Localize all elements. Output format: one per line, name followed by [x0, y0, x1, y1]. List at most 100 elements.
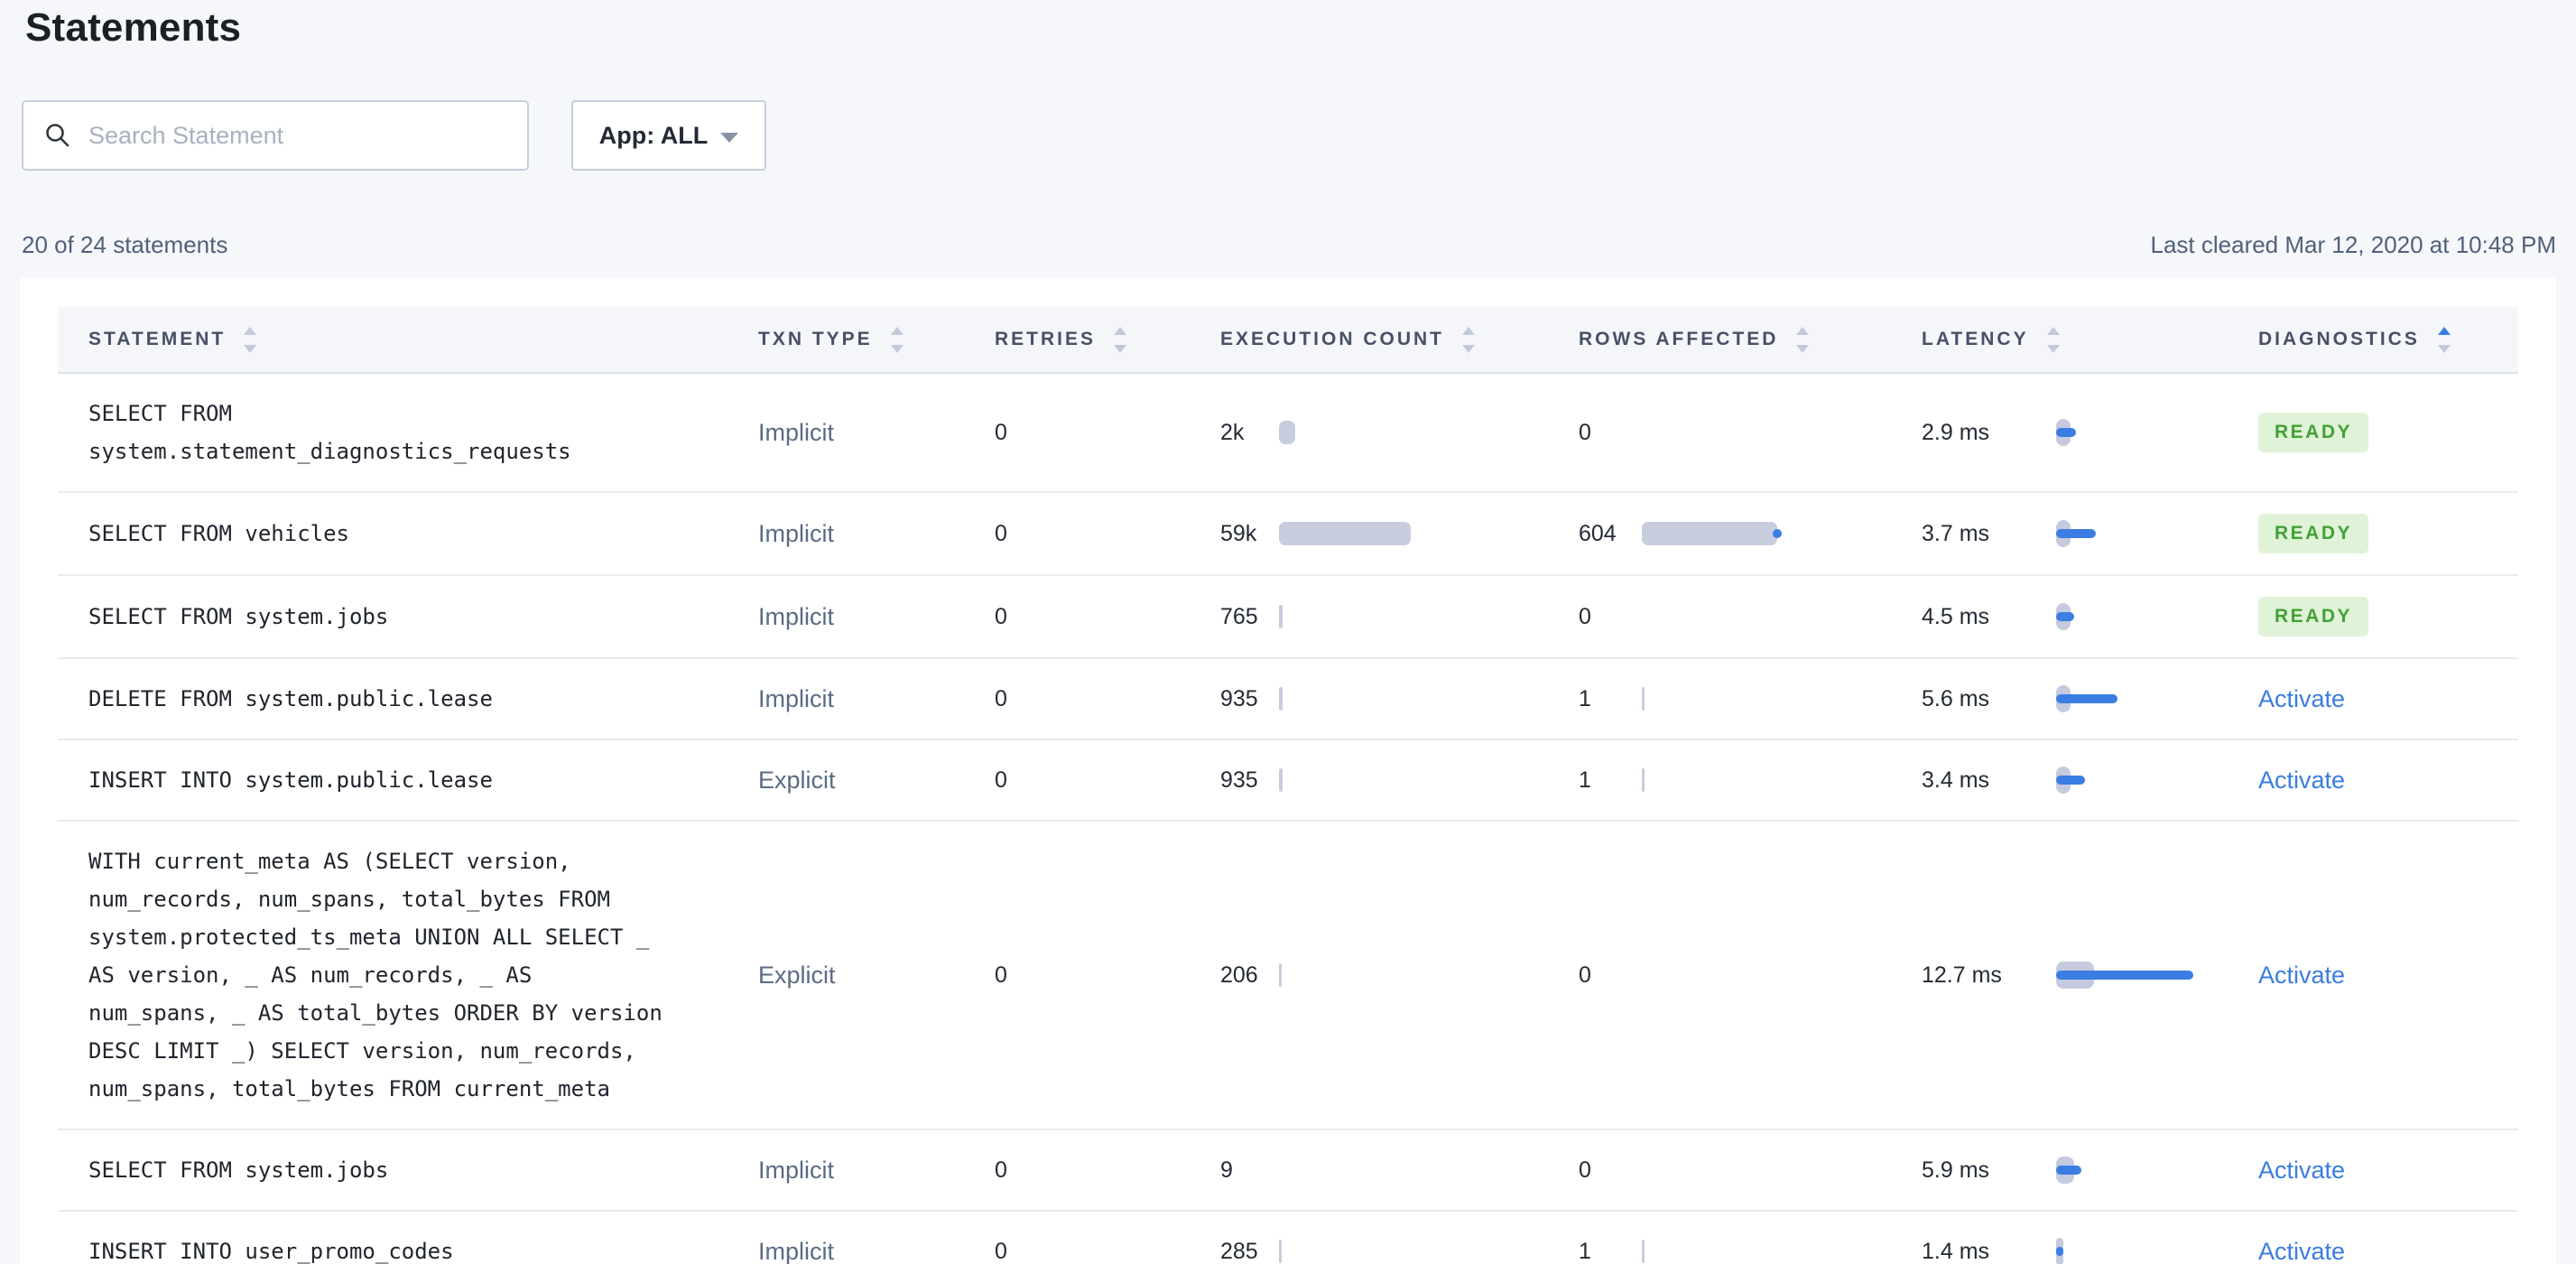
execution-count-value: 206	[1220, 962, 1258, 988]
execution-count-value: 935	[1220, 685, 1258, 711]
latency-mean-bar	[2056, 428, 2076, 437]
rows-affected-value: 0	[1579, 419, 1591, 445]
diagnostics-activate-link[interactable]: Activate	[2258, 1237, 2346, 1264]
table-row: INSERT INTO system.public.lease Explicit…	[58, 740, 2518, 822]
column-header-statement[interactable]: Statement	[58, 326, 758, 353]
sort-asc-icon	[890, 326, 903, 335]
rows-affected-bar-area	[1642, 762, 1922, 798]
retries-cell: 0	[995, 686, 1220, 712]
txn-type-value: Implicit	[758, 1156, 835, 1184]
latency-mean-bar	[2056, 694, 2117, 703]
column-label: Execution Count	[1220, 329, 1445, 349]
table-row: WITH current_meta AS (SELECT version, nu…	[58, 822, 2518, 1130]
execution-count-bar	[1279, 963, 1282, 987]
retries-value: 0	[995, 962, 1007, 988]
sort-asc-icon	[1796, 326, 1810, 335]
table-row: SELECT FROM system.statement_diagnostics…	[58, 374, 2518, 493]
execution-count-bar	[1279, 522, 1411, 545]
execution-count-bar	[1279, 687, 1283, 711]
latency-bar-area	[2056, 762, 2247, 798]
retries-value: 0	[995, 1238, 1007, 1264]
diagnostics-cell: Activate	[2247, 685, 2518, 713]
column-header-rows_affected[interactable]: Rows Affected	[1579, 326, 1922, 353]
table-header-row: Statement Txn Type Retries Execution Cou…	[58, 307, 2518, 374]
rows-affected-bar-area	[1642, 516, 1922, 552]
latency-value: 12.7 ms	[1922, 962, 2002, 988]
sort-asc-icon	[1114, 326, 1127, 335]
txn-type-value: Explicit	[758, 766, 836, 794]
rows-affected-stddev-dot	[1773, 529, 1782, 538]
latency-value: 4.5 ms	[1922, 603, 1990, 629]
sort-arrows-icon[interactable]	[2437, 326, 2451, 353]
column-header-txn_type[interactable]: Txn Type	[758, 326, 995, 353]
diagnostics-activate-link[interactable]: Activate	[2258, 766, 2346, 794]
chevron-down-icon	[720, 132, 739, 143]
statements-table-panel: Statement Txn Type Retries Execution Cou…	[20, 278, 2556, 1264]
txn-type-cell: Explicit	[758, 767, 995, 795]
diagnostics-cell: Activate	[2247, 1157, 2518, 1185]
statement-link[interactable]: WITH current_meta AS (SELECT version, nu…	[88, 849, 663, 1101]
execution-count-bar-area	[1279, 681, 1579, 717]
diagnostics-ready-badge[interactable]: READY	[2258, 514, 2369, 553]
diagnostics-ready-badge[interactable]: READY	[2258, 597, 2369, 637]
diagnostics-activate-link[interactable]: Activate	[2258, 961, 2346, 989]
column-label: Rows Affected	[1579, 329, 1779, 349]
statement-link[interactable]: SELECT FROM system.jobs	[88, 604, 389, 629]
retries-value: 0	[995, 767, 1007, 793]
txn-type-cell: Implicit	[758, 603, 995, 631]
rows-affected-bar-area	[1642, 599, 1922, 635]
statement-link[interactable]: INSERT INTO user_promo_codes	[88, 1239, 454, 1264]
diagnostics-ready-badge[interactable]: READY	[2258, 413, 2369, 452]
statement-cell: INSERT INTO user_promo_codes	[58, 1232, 758, 1264]
execution-count-cell: 935	[1220, 762, 1579, 798]
execution-count-cell: 9	[1220, 1152, 1579, 1188]
sort-asc-icon	[2437, 326, 2451, 335]
sort-arrows-icon[interactable]	[890, 326, 903, 353]
statement-link[interactable]: DELETE FROM system.public.lease	[88, 686, 493, 711]
sort-desc-icon	[890, 344, 903, 353]
sort-arrows-icon[interactable]	[2046, 326, 2060, 353]
execution-count-cell: 285	[1220, 1233, 1579, 1264]
column-header-diagnostics[interactable]: Diagnostics	[2247, 326, 2518, 353]
retries-cell: 0	[995, 767, 1220, 794]
diagnostics-activate-link[interactable]: Activate	[2258, 684, 2346, 712]
rows-affected-bar	[1642, 1240, 1645, 1263]
latency-value: 5.6 ms	[1922, 685, 1990, 711]
sort-desc-icon	[244, 344, 257, 353]
rows-affected-value: 0	[1579, 1157, 1591, 1183]
rows-affected-value: 1	[1579, 1238, 1591, 1264]
txn-type-value: Implicit	[758, 418, 835, 446]
search-input[interactable]	[88, 121, 507, 150]
latency-mean-bar	[2056, 776, 2085, 785]
rows-affected-bar-area	[1642, 1233, 1922, 1264]
execution-count-bar-area	[1279, 762, 1579, 798]
column-label: Txn Type	[758, 329, 873, 349]
latency-cell: 2.9 ms	[1922, 414, 2247, 451]
sort-arrows-icon[interactable]	[244, 326, 257, 353]
meta-row: 20 of 24 statements Last cleared Mar 12,…	[22, 231, 2556, 259]
sort-arrows-icon[interactable]	[1462, 326, 1476, 353]
rows-affected-cell: 1	[1579, 681, 1922, 717]
column-header-execution_count[interactable]: Execution Count	[1220, 326, 1579, 353]
statement-link[interactable]: INSERT INTO system.public.lease	[88, 767, 493, 793]
column-header-latency[interactable]: Latency	[1922, 326, 2247, 353]
search-statement-box[interactable]	[22, 100, 529, 171]
statement-link[interactable]: SELECT FROM system.statement_diagnostics…	[88, 401, 571, 464]
sort-desc-icon	[1796, 344, 1810, 353]
sort-arrows-icon[interactable]	[1114, 326, 1127, 353]
sort-arrows-icon[interactable]	[1796, 326, 1810, 353]
app-filter-dropdown[interactable]: App: ALL	[571, 100, 766, 171]
diagnostics-cell: Activate	[2247, 1238, 2518, 1264]
statement-link[interactable]: SELECT FROM system.jobs	[88, 1157, 389, 1183]
txn-type-value: Implicit	[758, 519, 835, 547]
latency-cell: 5.9 ms	[1922, 1152, 2247, 1188]
retries-value: 0	[995, 685, 1007, 711]
rows-affected-value: 604	[1579, 520, 1617, 546]
statement-link[interactable]: SELECT FROM vehicles	[88, 521, 349, 546]
txn-type-value: Explicit	[758, 961, 836, 989]
diagnostics-activate-link[interactable]: Activate	[2258, 1156, 2346, 1184]
txn-type-cell: Implicit	[758, 419, 995, 447]
latency-cell: 5.6 ms	[1922, 681, 2247, 717]
column-header-retries[interactable]: Retries	[995, 326, 1220, 353]
retries-cell: 0	[995, 420, 1220, 446]
